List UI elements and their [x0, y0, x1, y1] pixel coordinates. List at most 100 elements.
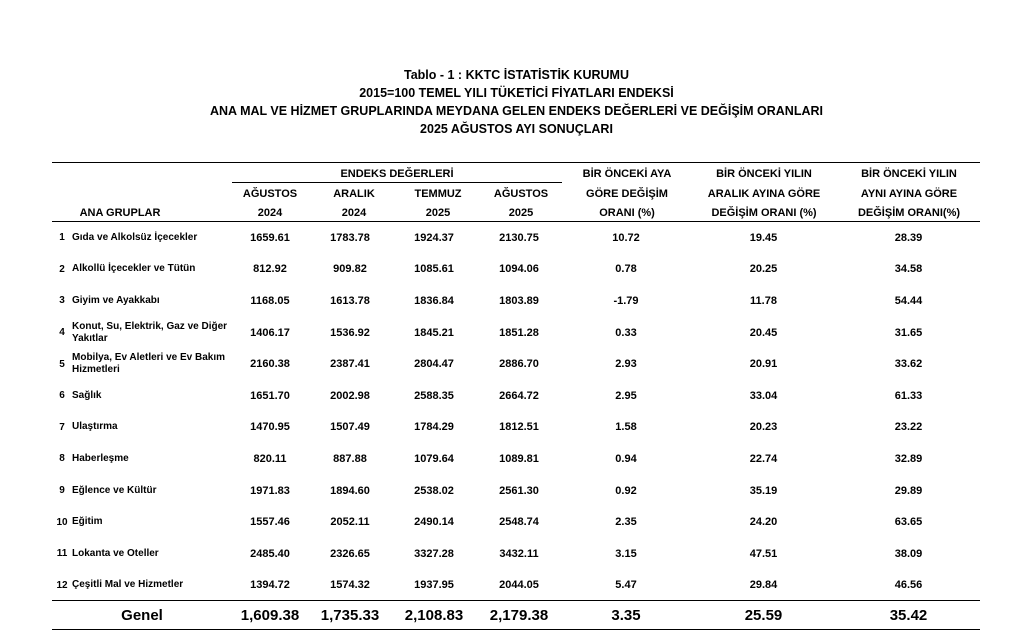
cell-index-dec-2024: 1507.49: [330, 421, 370, 434]
cell-yoy-change: 61.33: [894, 389, 923, 402]
cell-index-aug-2024: 1470.95: [250, 421, 290, 434]
cell-yoy-change: 38.09: [894, 547, 923, 560]
row-group-name: Eğlence ve Kültür: [72, 484, 157, 496]
row-number: 8: [59, 453, 65, 465]
cell-index-dec-2024: 2002.98: [330, 389, 370, 402]
cell-index-aug-2025: 1089.81: [499, 452, 539, 465]
cell-index-aug-2024: 2485.40: [250, 547, 290, 560]
cell-index-jul-2025: 1937.95: [414, 579, 454, 592]
cell-yoy-change: 46.56: [894, 579, 923, 592]
cell-monthly-change: 2.95: [615, 389, 637, 402]
cell-monthly-change: 0.92: [615, 484, 637, 497]
cell-dec-change: 11.78: [750, 294, 777, 307]
table-row: 3 Giyim ve Ayakkabı 1168.05 1613.78 1836…: [52, 285, 980, 317]
cell-index-dec-2024: 2052.11: [330, 516, 370, 529]
table-title-block: Tablo - 1 : KKTC İSTATİSTİK KURUMU 2015=…: [0, 66, 1033, 138]
table-row: 5 Mobilya, Ev Aletleri ve Ev Bakım Hizme…: [52, 348, 980, 380]
row-group-name: Haberleşme: [72, 452, 129, 464]
cell-index-jul-2025: 1085.61: [414, 263, 454, 276]
cell-index-aug-2025: 2044.05: [499, 579, 539, 592]
table-row: 10 Eğitim 1557.46 2052.11 2490.14 2548.7…: [52, 506, 980, 538]
index-table: 1 Gıda ve Alkolsüz İçecekler 1659.61 178…: [52, 222, 980, 601]
cell-yoy-change: 29.89: [894, 484, 923, 497]
cell-index-aug-2025: 2548.74: [499, 516, 539, 529]
cell-index-jul-2025: 1079.64: [414, 452, 454, 465]
total-top-rule: [52, 600, 980, 601]
cell-index-dec-2024: 887.88: [333, 452, 367, 465]
cell-dec-change: 19.45: [749, 231, 778, 244]
col-header-year-1: 2024: [257, 207, 283, 219]
title-line-4: 2025 AĞUSTOS AYI SONUÇLARI: [420, 122, 613, 136]
cell-yoy-change: 23.22: [894, 421, 923, 434]
total-label: Genel: [121, 606, 163, 624]
row-number: 7: [59, 421, 65, 433]
cell-index-jul-2025: 1845.21: [414, 326, 454, 339]
cell-index-aug-2024: 1557.46: [250, 516, 290, 529]
row-group-name: Mobilya, Ev Aletleri ve Ev Bakım Hizmetl…: [72, 352, 226, 376]
table-row: 11 Lokanta ve Oteller 2485.40 2326.65 33…: [52, 538, 980, 570]
total-index-jul-2025: 2,108.83: [404, 606, 464, 624]
row-group-name: Ulaştırma: [72, 421, 118, 433]
cell-index-aug-2025: 1812.51: [499, 421, 539, 434]
cell-index-aug-2024: 1971.83: [250, 484, 290, 497]
col-header-year-3: 2025: [425, 207, 451, 219]
cell-index-aug-2024: 812.92: [253, 263, 287, 276]
table-row: 4 Konut, Su, Elektrik, Gaz ve Diğer Yakı…: [52, 317, 980, 349]
cell-dec-change: 22.74: [749, 452, 778, 465]
header-bottom-rule: [52, 221, 980, 222]
cell-monthly-change: 10.72: [612, 231, 640, 244]
cell-dec-change: 47.51: [749, 547, 778, 560]
cell-yoy-change: 54.44: [894, 294, 923, 307]
total-bottom-rule: [52, 629, 980, 630]
cell-monthly-change: 3.15: [615, 547, 637, 560]
row-number: 4: [59, 327, 65, 339]
cell-index-aug-2025: 1851.28: [499, 326, 539, 339]
title-line-1: Tablo - 1 : KKTC İSTATİSTİK KURUMU: [404, 68, 629, 82]
col-header-monthly-change-l3: ORANI (%): [599, 207, 655, 219]
cell-monthly-change: 1.58: [615, 421, 637, 434]
cell-index-jul-2025: 2588.35: [414, 389, 454, 402]
cell-yoy-change: 32.89: [894, 452, 923, 465]
cell-index-jul-2025: 2490.14: [414, 516, 454, 529]
cell-monthly-change: 2.93: [615, 358, 637, 371]
col-header-month-2: ARALIK: [333, 188, 375, 200]
col-header-dec-change-l3: DEĞİŞİM ORANI (%): [711, 207, 817, 219]
table-row: 12 Çeşitli Mal ve Hizmetler 1394.72 1574…: [52, 570, 980, 602]
cell-monthly-change: 2.35: [615, 516, 637, 529]
cell-index-dec-2024: 1613.78: [330, 294, 370, 307]
cell-index-dec-2024: 2326.65: [330, 547, 370, 560]
cell-monthly-change: 0.33: [615, 326, 637, 339]
total-index-aug-2025: 2,179.38: [489, 606, 549, 624]
cell-index-dec-2024: 1574.32: [330, 579, 370, 592]
col-header-monthly-change-l1: BİR ÖNCEKİ AYA: [582, 168, 672, 180]
cell-index-dec-2024: 2387.41: [330, 358, 370, 371]
total-index-aug-2024: 1,609.38: [240, 606, 300, 624]
col-header-dec-change-l2: ARALIK AYINA GÖRE: [707, 188, 821, 200]
cell-monthly-change: 5.47: [615, 579, 637, 592]
table-row: 9 Eğlence ve Kültür 1971.83 1894.60 2538…: [52, 475, 980, 507]
cell-dec-change: 20.91: [749, 358, 778, 371]
cell-index-aug-2024: 2160.38: [250, 358, 290, 371]
cell-dec-change: 20.25: [749, 263, 778, 276]
row-group-name: Çeşitli Mal ve Hizmetler: [72, 579, 184, 591]
table-row: 8 Haberleşme 820.11 887.88 1079.64 1089.…: [52, 443, 980, 475]
cell-index-aug-2025: 1803.89: [499, 294, 539, 307]
cell-yoy-change: 31.65: [894, 326, 923, 339]
table-row: 1 Gıda ve Alkolsüz İçecekler 1659.61 178…: [52, 222, 980, 254]
row-number: 6: [59, 390, 65, 402]
cell-index-jul-2025: 2538.02: [414, 484, 454, 497]
cell-monthly-change: -1.79: [613, 294, 639, 307]
cell-yoy-change: 28.39: [894, 231, 923, 244]
total-row: Genel 1,609.38 1,735.33 2,108.83 2,179.3…: [52, 601, 980, 629]
total-index-dec-2024: 1,735.33: [320, 606, 380, 624]
header-top-rule: [52, 162, 980, 163]
col-header-yoy-change-l1: BİR ÖNCEKİ YILIN: [861, 168, 957, 180]
cell-monthly-change: 0.94: [615, 452, 637, 465]
col-header-dec-change-l1: BİR ÖNCEKİ YILIN: [716, 168, 812, 180]
cell-index-jul-2025: 2804.47: [414, 358, 454, 371]
cell-index-aug-2024: 1168.05: [250, 294, 290, 307]
total-dec-change: 25.59: [744, 606, 783, 624]
cell-yoy-change: 34.58: [894, 263, 923, 276]
cell-index-aug-2025: 2561.30: [499, 484, 539, 497]
cell-index-dec-2024: 909.82: [333, 263, 367, 276]
